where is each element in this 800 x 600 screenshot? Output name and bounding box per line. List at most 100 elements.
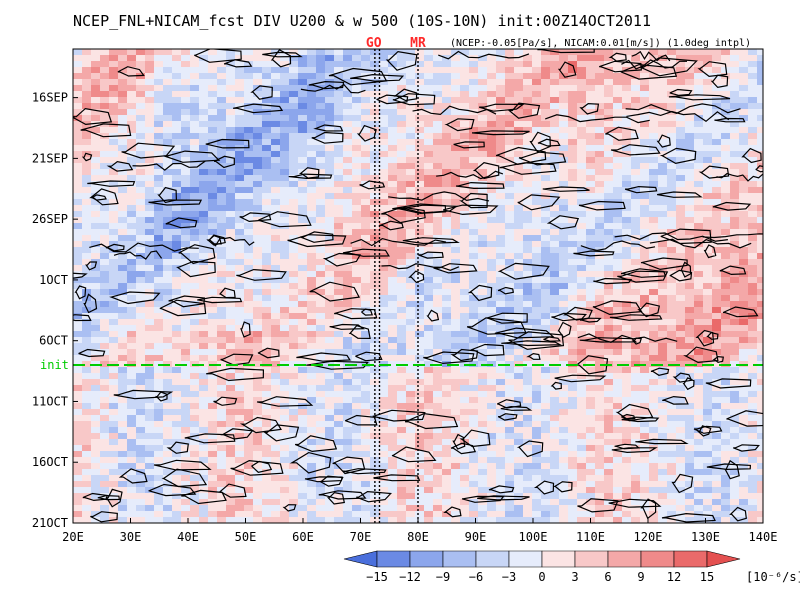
heatmap-cell [73, 127, 83, 134]
heatmap-cell [154, 283, 164, 290]
heatmap-cell [721, 145, 731, 152]
heatmap-cell [136, 271, 146, 278]
heatmap-cell [460, 223, 470, 230]
heatmap-cell [280, 385, 290, 392]
heatmap-cell [289, 349, 299, 356]
heatmap-cell [595, 79, 605, 86]
heatmap-cell [685, 397, 695, 404]
heatmap-cell [334, 133, 344, 140]
heatmap-cell [91, 403, 101, 410]
heatmap-cell [712, 175, 722, 182]
heatmap-cell [163, 97, 173, 104]
heatmap-cell [478, 223, 488, 230]
heatmap-cell [154, 331, 164, 338]
heatmap-cell [622, 247, 632, 254]
heatmap-cell [118, 67, 128, 74]
heatmap-cell [640, 433, 650, 440]
heatmap-cell [676, 319, 686, 326]
heatmap-cell [100, 427, 110, 434]
heatmap-cell [379, 67, 389, 74]
heatmap-cell [388, 187, 398, 194]
heatmap-cell [73, 349, 83, 356]
heatmap-cell [109, 193, 119, 200]
heatmap-cell [406, 337, 416, 344]
heatmap-cell [316, 247, 326, 254]
heatmap-cell [487, 205, 497, 212]
heatmap-cell [730, 343, 740, 350]
heatmap-cell [559, 427, 569, 434]
heatmap-cell [694, 373, 704, 380]
heatmap-cell [388, 79, 398, 86]
heatmap-cell [523, 367, 533, 374]
heatmap-cell [361, 265, 371, 272]
heatmap-cell [118, 379, 128, 386]
heatmap-cell [127, 127, 137, 134]
heatmap-cell [469, 211, 479, 218]
heatmap-cell [442, 169, 452, 176]
heatmap-cell [199, 211, 209, 218]
heatmap-cell [154, 217, 164, 224]
heatmap-cell [208, 67, 218, 74]
heatmap-cell [163, 67, 173, 74]
heatmap-cell [253, 181, 263, 188]
heatmap-cell [118, 331, 128, 338]
heatmap-cell [685, 85, 695, 92]
heatmap-cell [514, 55, 524, 62]
heatmap-cell [181, 385, 191, 392]
heatmap-cell [550, 307, 560, 314]
heatmap-cell [298, 163, 308, 170]
heatmap-cell [532, 187, 542, 194]
heatmap-cell [316, 265, 326, 272]
heatmap-cell [370, 433, 380, 440]
heatmap-cell [280, 229, 290, 236]
heatmap-cell [397, 55, 407, 62]
heatmap-cell [748, 427, 758, 434]
heatmap-cell [694, 55, 704, 62]
heatmap-cell [190, 355, 200, 362]
heatmap-cell [532, 247, 542, 254]
heatmap-cell [244, 247, 254, 254]
heatmap-cell [487, 307, 497, 314]
heatmap-cell [505, 199, 515, 206]
heatmap-cell [190, 205, 200, 212]
heatmap-cell [406, 73, 416, 80]
heatmap-cell [730, 139, 740, 146]
heatmap-cell [172, 421, 182, 428]
heatmap-cell [181, 277, 191, 284]
heatmap-cell [442, 223, 452, 230]
heatmap-cell [721, 91, 731, 98]
heatmap-cell [415, 133, 425, 140]
heatmap-cell [631, 103, 641, 110]
heatmap-cell [487, 169, 497, 176]
heatmap-cell [469, 67, 479, 74]
heatmap-cell [469, 391, 479, 398]
heatmap-cell [514, 331, 524, 338]
heatmap-cell [469, 103, 479, 110]
heatmap-cell [136, 355, 146, 362]
heatmap-cell [145, 427, 155, 434]
heatmap-cell [478, 421, 488, 428]
heatmap-cell [118, 373, 128, 380]
heatmap-cell [343, 109, 353, 116]
heatmap-cell [199, 97, 209, 104]
heatmap-cell [388, 157, 398, 164]
heatmap-cell [748, 301, 758, 308]
heatmap-cell [550, 337, 560, 344]
heatmap-cell [280, 349, 290, 356]
heatmap-cell [505, 301, 515, 308]
heatmap-cell [397, 283, 407, 290]
heatmap-cell [397, 397, 407, 404]
heatmap-cell [415, 319, 425, 326]
heatmap-cell [559, 277, 569, 284]
heatmap-cell [424, 421, 434, 428]
heatmap-cell [226, 343, 236, 350]
heatmap-cell [100, 79, 110, 86]
heatmap-cell [757, 175, 763, 182]
heatmap-cell [712, 79, 722, 86]
heatmap-cell [514, 169, 524, 176]
heatmap-cell [172, 277, 182, 284]
heatmap-cell [460, 259, 470, 266]
heatmap-cell [730, 379, 740, 386]
heatmap-cell [451, 97, 461, 104]
heatmap-cell [217, 421, 227, 428]
